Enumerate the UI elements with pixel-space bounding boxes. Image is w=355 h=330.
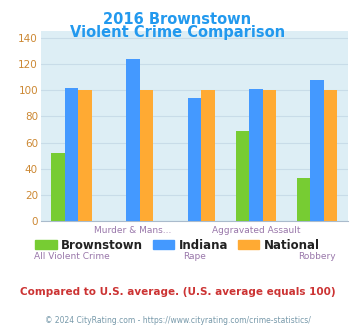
Bar — [78, 90, 92, 221]
Text: All Violent Crime: All Violent Crime — [34, 252, 109, 261]
Bar — [51, 153, 65, 221]
Text: Robbery: Robbery — [299, 252, 336, 261]
Bar — [126, 59, 140, 221]
Text: Compared to U.S. average. (U.S. average equals 100): Compared to U.S. average. (U.S. average … — [20, 287, 335, 297]
Bar — [310, 80, 324, 221]
Text: Rape: Rape — [183, 252, 206, 261]
Bar — [65, 88, 78, 221]
Bar — [187, 98, 201, 221]
Text: 2016 Brownstown: 2016 Brownstown — [103, 12, 252, 26]
Bar — [235, 131, 249, 221]
Legend: Brownstown, Indiana, National: Brownstown, Indiana, National — [31, 234, 324, 256]
Text: © 2024 CityRating.com - https://www.cityrating.com/crime-statistics/: © 2024 CityRating.com - https://www.city… — [45, 316, 310, 325]
Bar — [140, 90, 153, 221]
Bar — [249, 89, 263, 221]
Bar — [297, 178, 310, 221]
Bar — [201, 90, 215, 221]
Text: Violent Crime Comparison: Violent Crime Comparison — [70, 25, 285, 40]
Bar — [263, 90, 276, 221]
Bar — [324, 90, 338, 221]
